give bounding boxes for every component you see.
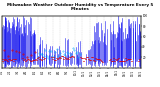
- Text: Milwaukee Weather Outdoor Humidity vs Temperature Every 5 Minutes: Milwaukee Weather Outdoor Humidity vs Te…: [7, 3, 153, 11]
